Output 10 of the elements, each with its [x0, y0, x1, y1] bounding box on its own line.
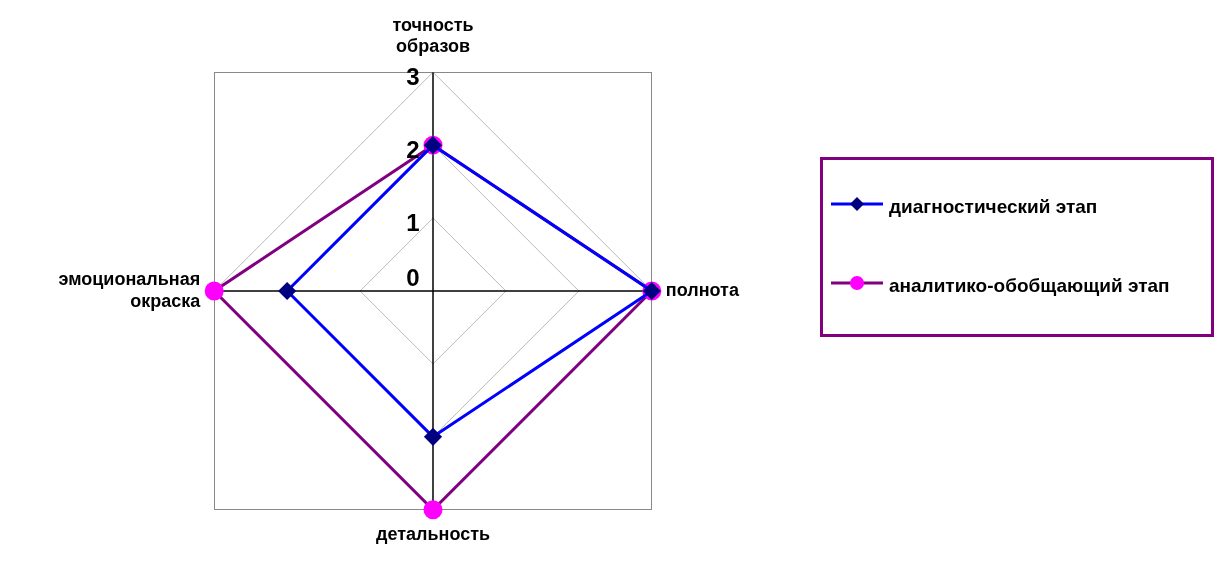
legend-label: диагностический этап: [889, 195, 1098, 220]
y-tick-label: 0: [406, 263, 420, 291]
spoke-label: точность образов: [392, 14, 474, 57]
legend-label: аналитико-обобщающий этап: [889, 274, 1170, 299]
spoke-label: эмоциональная окраска: [58, 269, 202, 311]
y-tick-label: 3: [406, 62, 420, 90]
y-tick-label: 1: [406, 208, 420, 236]
spoke-label: полнота: [665, 279, 740, 300]
y-tick-label: 2: [406, 135, 420, 163]
spoke-label: детальность: [375, 523, 491, 544]
